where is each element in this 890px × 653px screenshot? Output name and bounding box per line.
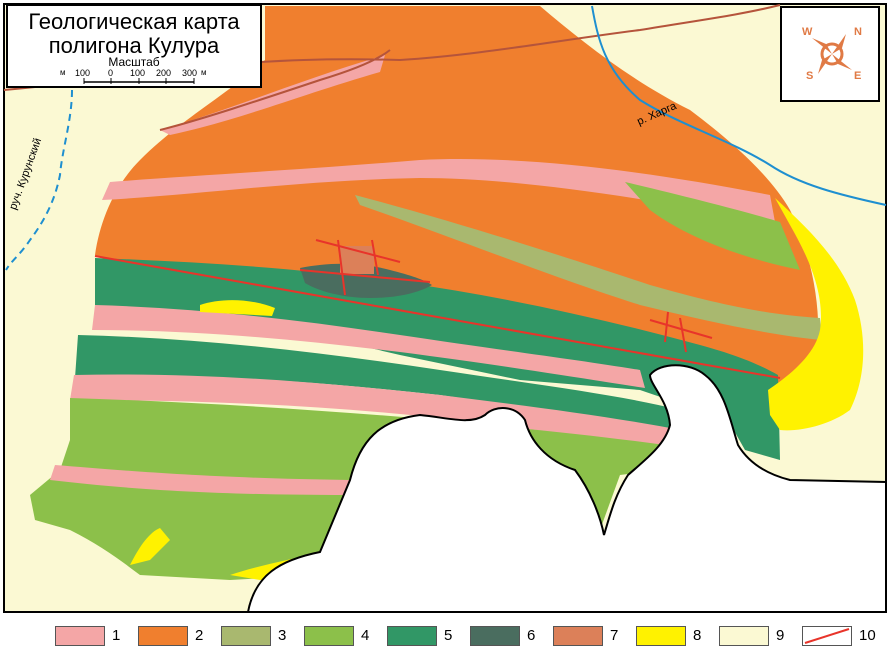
fault-lines [94, 239, 781, 379]
unit-3-band [355, 195, 822, 340]
compass-e: E [854, 70, 862, 82]
unit-8-small [200, 300, 275, 316]
scale-tick-4: 300 [182, 68, 198, 78]
unit-5-lower [75, 335, 680, 430]
legend-item-10: 10 [802, 624, 882, 648]
legend-swatch-8 [636, 626, 686, 646]
scale-tick-2: 100 [130, 68, 146, 78]
legend-swatch-6 [470, 626, 520, 646]
legend-number-4: 4 [361, 627, 370, 644]
legend-number-2: 2 [195, 627, 204, 644]
legend-swatch-2 [138, 626, 188, 646]
map-title-line-1: Геологическая карта [28, 9, 240, 34]
compass-s: S [806, 70, 814, 82]
legend-item-3: 3 [221, 624, 301, 648]
geologic-map: Геологическая карта полигона Кулура Масш… [3, 3, 887, 613]
legend-swatch-9 [719, 626, 769, 646]
unit-4-upper [625, 182, 800, 270]
legend-swatch-10 [802, 626, 852, 646]
scale-tick-1: 0 [108, 68, 114, 78]
compass-w: W [802, 26, 813, 38]
legend-item-6: 6 [470, 624, 550, 648]
unit-8-right [768, 198, 864, 431]
scale-unit-right: м [201, 68, 207, 77]
stream-kurunsky [5, 89, 73, 271]
compass-box: N S E W [780, 6, 880, 102]
scale-bar [83, 78, 195, 84]
compass-n: N [854, 26, 862, 38]
map-canvas [3, 3, 887, 613]
scale-label: Масштаб [108, 55, 160, 69]
compass-icon [812, 34, 852, 74]
river-kharga [591, 5, 887, 206]
unit-1-band-b [92, 305, 645, 388]
legend-swatch-3 [221, 626, 271, 646]
road-line-2 [159, 49, 391, 131]
legend-item-1: 1 [55, 624, 135, 648]
legend-swatch-4 [304, 626, 354, 646]
legend-number-6: 6 [527, 627, 536, 644]
map-legend: 1 2 3 4 5 6 7 8 9 10 [0, 622, 890, 652]
legend-swatch-1 [55, 626, 105, 646]
unit-1-band-a [102, 159, 775, 222]
legend-number-5: 5 [444, 627, 453, 644]
scale-tick-3: 200 [156, 68, 172, 78]
legend-item-8: 8 [636, 624, 716, 648]
unit-8-bottom [130, 528, 170, 565]
legend-number-1: 1 [112, 627, 121, 644]
legend-swatch-7 [553, 626, 603, 646]
legend-item-7: 7 [553, 624, 633, 648]
legend-item-9: 9 [719, 624, 799, 648]
legend-number-9: 9 [776, 627, 785, 644]
legend-number-10: 10 [859, 627, 876, 644]
legend-swatch-5 [387, 626, 437, 646]
map-title-box: Геологическая карта полигона Кулура Масш… [6, 4, 262, 88]
map-title-line-2: полигона Кулура [48, 33, 220, 58]
scale-tick-0: 100 [75, 68, 91, 78]
legend-number-8: 8 [693, 627, 702, 644]
legend-item-2: 2 [138, 624, 218, 648]
sea-area [246, 364, 887, 613]
unit-1-band-d [50, 465, 350, 495]
legend-item-4: 4 [304, 624, 384, 648]
legend-number-7: 7 [610, 627, 619, 644]
scale-unit-left: м [60, 68, 66, 77]
legend-item-5: 5 [387, 624, 467, 648]
legend-number-3: 3 [278, 627, 287, 644]
